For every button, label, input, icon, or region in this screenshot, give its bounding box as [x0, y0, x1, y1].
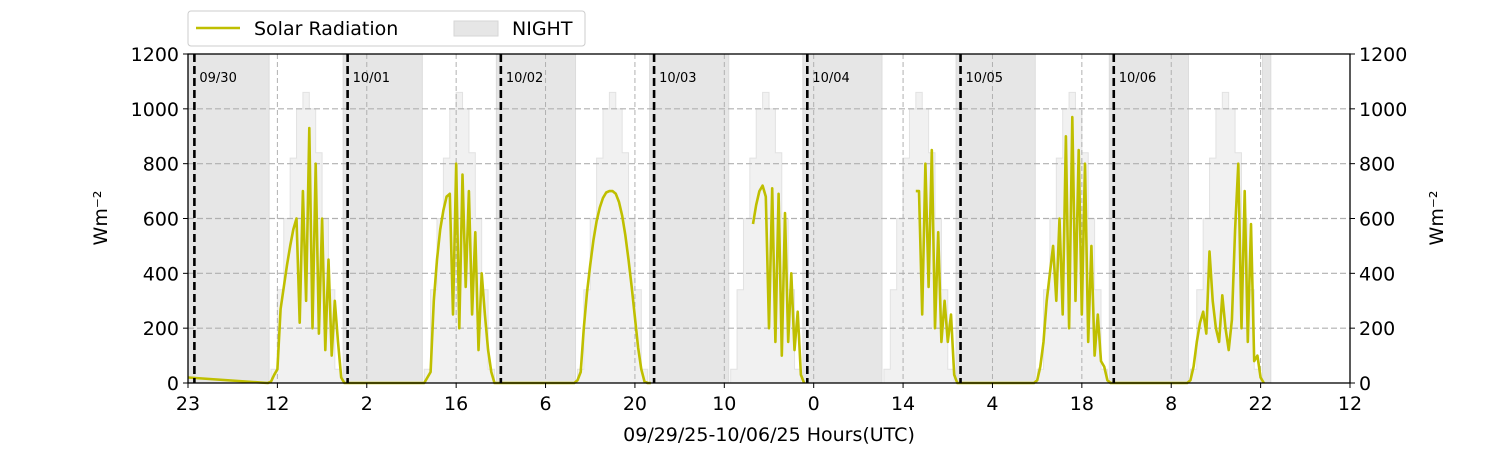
- day-label: 10/05: [966, 71, 1003, 86]
- solar-radiation-line: [187, 115, 1265, 385]
- clear-sky-bar: [423, 91, 495, 384]
- day-label: 10/04: [812, 71, 849, 86]
- x-tick-label: 2: [361, 393, 373, 415]
- x-tick-label: 22: [1249, 393, 1273, 415]
- x-tick-label: 10: [712, 393, 736, 415]
- series-layer: [187, 115, 1265, 385]
- day-label: 10/02: [506, 71, 543, 86]
- legend-night-patch-icon: [453, 20, 499, 37]
- x-tick-label: 16: [444, 393, 468, 415]
- x-tick-label: 6: [539, 393, 551, 415]
- y-tick-label-right: 600: [1359, 209, 1395, 231]
- x-tick-label: 14: [891, 393, 915, 415]
- day-marker-layer: 09/30 10/01 10/02 10/03 10/04 10/05 10/06: [193, 54, 1156, 383]
- legend-box: [187, 10, 586, 47]
- y-tick-label-right: 1200: [1359, 44, 1407, 66]
- y-tick-label-right: 1000: [1359, 99, 1407, 121]
- x-tick-label: 20: [623, 393, 647, 415]
- y-tick-label-left: 1000: [131, 99, 179, 121]
- x-tick-label: 0: [808, 393, 820, 415]
- y-tick-label-right: 400: [1359, 263, 1395, 285]
- day-label: 10/03: [659, 71, 696, 86]
- day-label: 10/06: [1119, 71, 1156, 86]
- y-tick-label-left: 1200: [131, 44, 179, 66]
- y-tick-label-left: 600: [143, 209, 179, 231]
- legend-night-label: NIGHT: [512, 18, 573, 40]
- y-tick-label-right: 800: [1359, 154, 1395, 176]
- y-axis-label-right: Wm⁻²: [1426, 191, 1448, 246]
- x-tick-label: 8: [1165, 393, 1177, 415]
- y-tick-label-left: 200: [143, 318, 179, 340]
- legend: Solar Radiation NIGHT: [187, 10, 586, 47]
- y-tick-label-right: 0: [1359, 373, 1371, 395]
- x-tick-label: 4: [986, 393, 998, 415]
- y-tick-label-left: 800: [143, 154, 179, 176]
- y-tick-label-left: 400: [143, 263, 179, 285]
- night-band: [1108, 53, 1189, 384]
- y-tick-label-right: 200: [1359, 318, 1395, 340]
- legend-solar-label: Solar Radiation: [254, 18, 398, 40]
- x-tick-label: 12: [265, 393, 289, 415]
- day-label: 09/30: [199, 71, 236, 86]
- day-label: 10/01: [353, 71, 390, 86]
- x-tick-label: 23: [176, 393, 200, 415]
- y-axis-label-left: Wm⁻²: [90, 191, 112, 246]
- x-axis-label: 09/29/25-10/06/25 Hours(UTC): [623, 424, 915, 446]
- x-tick-label: 18: [1070, 393, 1094, 415]
- x-tick-label: 12: [1338, 393, 1362, 415]
- y-tick-label-left: 0: [167, 373, 179, 395]
- clear-sky-bar: [576, 91, 649, 384]
